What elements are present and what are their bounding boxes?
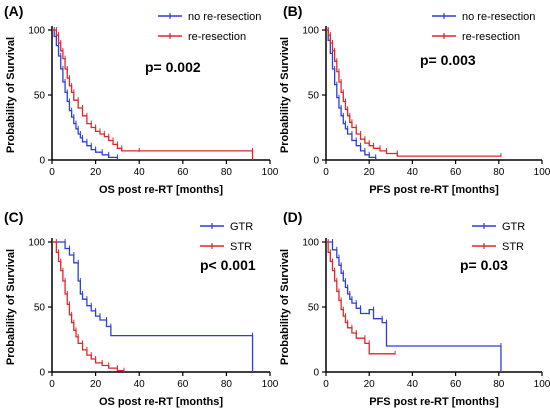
series-line-blue — [52, 29, 119, 160]
series-line-blue — [326, 241, 502, 372]
x-axis-title: PFS post re-RT [months] — [369, 184, 499, 196]
panel-label: (B) — [283, 3, 302, 19]
x-tick-label: 20 — [90, 379, 102, 390]
x-tick-label: 60 — [450, 379, 462, 390]
legend-label: STR — [230, 241, 252, 253]
panel-4: (D) 0 20 40 60 80 100 0 50 100 PFS post re-RT [mon… — [279, 209, 550, 408]
y-tick-label: 50 — [308, 91, 320, 102]
chart-layer: (A) 0 20 40 60 80 100 0 50 100 OS post re-RT [mont… — [4, 3, 550, 408]
x-tick-label: 80 — [221, 379, 233, 390]
x-tick-label: 80 — [493, 379, 505, 390]
x-tick-label: 40 — [134, 379, 146, 390]
x-axis-title: OS post re-RT [months] — [99, 184, 223, 196]
panel-label: (C) — [4, 209, 23, 225]
y-tick-label: 100 — [28, 238, 45, 249]
y-tick-label: 0 — [313, 156, 319, 167]
x-tick-label: 40 — [407, 379, 419, 390]
x-tick-label: 20 — [90, 167, 102, 178]
legend-label: GTR — [502, 221, 525, 233]
p-value-annotation: p= 0.003 — [420, 52, 476, 68]
legend-label: re-resection — [188, 31, 246, 43]
x-tick-label: 60 — [177, 379, 189, 390]
series-line-red — [326, 241, 396, 355]
x-tick-label: 60 — [450, 167, 462, 178]
x-tick-label: 40 — [407, 167, 419, 178]
x-tick-label: 100 — [262, 167, 279, 178]
series-line-red — [52, 29, 254, 160]
y-tick-label: 50 — [34, 303, 46, 314]
y-tick-label: 100 — [302, 238, 319, 249]
x-tick-label: 100 — [534, 167, 550, 178]
p-value-annotation: p= 0.002 — [145, 59, 201, 75]
series-line-blue — [326, 29, 377, 160]
panel-2: (B) 0 20 40 60 80 100 0 50 100 PFS post re-RT [mon… — [279, 3, 550, 196]
p-value-annotation: p< 0.001 — [200, 257, 256, 273]
x-axis-title: PFS post re-RT [months] — [369, 396, 499, 408]
x-tick-label: 100 — [262, 379, 279, 390]
x-tick-label: 0 — [323, 167, 329, 178]
panel-label: (A) — [4, 3, 23, 19]
x-axis-title: OS post re-RT [months] — [99, 396, 223, 408]
x-tick-label: 40 — [134, 167, 146, 178]
y-axis-title: Probability of Survival — [279, 37, 291, 153]
x-tick-label: 0 — [49, 379, 55, 390]
legend-label: re-resection — [462, 31, 520, 43]
legend-label: no re-resection — [188, 11, 261, 23]
y-tick-label: 100 — [28, 26, 45, 37]
panel-3: (C) 0 20 40 60 80 100 0 50 100 OS post re-RT [mont… — [4, 209, 279, 408]
y-tick-label: 0 — [39, 156, 45, 167]
y-axis-title: Probability of Survival — [5, 249, 17, 365]
panel-label: (D) — [283, 209, 302, 225]
x-tick-label: 20 — [364, 167, 376, 178]
x-tick-label: 0 — [323, 379, 329, 390]
x-tick-label: 100 — [534, 379, 550, 390]
legend-label: GTR — [230, 221, 253, 233]
y-tick-label: 100 — [302, 26, 319, 37]
p-value-annotation: p= 0.03 — [460, 257, 508, 273]
panel-1: (A) 0 20 40 60 80 100 0 50 100 OS post re-RT [mont… — [4, 3, 279, 196]
y-tick-label: 0 — [39, 368, 45, 379]
x-tick-label: 80 — [493, 167, 505, 178]
series-line-red — [52, 241, 125, 372]
y-axis-title: Probability of Survival — [279, 249, 291, 365]
legend-label: no re-resection — [462, 11, 535, 23]
y-axis-title: Probability of Survival — [5, 37, 17, 153]
y-tick-label: 0 — [313, 368, 319, 379]
x-tick-label: 20 — [364, 379, 376, 390]
x-tick-label: 0 — [49, 167, 55, 178]
y-tick-label: 50 — [34, 91, 46, 102]
x-tick-label: 80 — [221, 167, 233, 178]
x-tick-label: 60 — [177, 167, 189, 178]
y-tick-label: 50 — [308, 303, 320, 314]
legend-label: STR — [502, 241, 524, 253]
